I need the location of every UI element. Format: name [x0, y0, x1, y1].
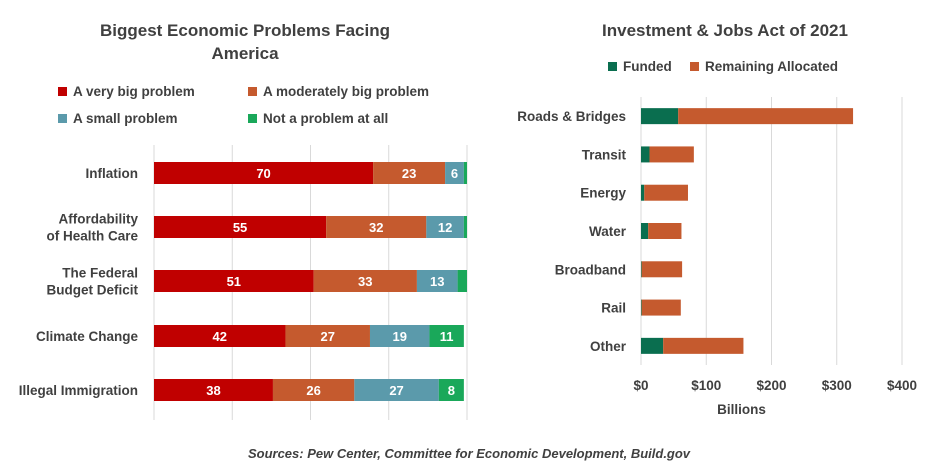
right-bar-segment [641, 146, 650, 163]
legend-label-remaining: Remaining Allocated [705, 59, 839, 74]
right-x-tick-label: $0 [633, 378, 648, 393]
legend-item-remaining: Remaining Allocated [690, 59, 838, 74]
right-category-label: Roads & Bridges [517, 109, 626, 124]
left-bar-segment [426, 216, 464, 238]
left-bar-segment [463, 162, 467, 184]
right-category-label: Broadband [555, 262, 626, 277]
legend-label-moderately-big: A moderately big problem [263, 84, 430, 99]
left-bar-segment [445, 162, 464, 184]
left-category-label: The Federal Budget Deficit [46, 266, 138, 298]
left-bar-segment [354, 379, 439, 401]
legend-swatch-remaining [690, 62, 699, 71]
left-bar-segment [272, 379, 355, 401]
legend-item-moderately-big: A moderately big problem [248, 84, 429, 99]
left-data-label: 12 [438, 220, 452, 235]
left-bar-segment [154, 162, 374, 184]
right-category-label: Other [590, 339, 627, 354]
legend-swatch-funded [608, 62, 617, 71]
right-bar-segment [648, 223, 682, 239]
left-bar-segment [154, 216, 327, 238]
left-bar-segment [457, 270, 467, 292]
left-category-label: Climate Change [36, 329, 139, 344]
left-bar-segment [438, 379, 464, 401]
left-data-label: 6 [451, 166, 458, 181]
right-bar-segment [663, 337, 744, 354]
legend-item-funded: Funded [608, 59, 672, 74]
right-chart-plot: $0 $100 $200 $300 $400 Billions Roads & Bridge… [517, 97, 917, 417]
left-bar-segment [429, 325, 464, 347]
legend-swatch-very-big [58, 87, 67, 96]
legend-label-not-problem: Not a problem at all [263, 111, 389, 126]
left-bar-segment [416, 270, 458, 292]
left-category-label: Inflation [86, 166, 139, 181]
legend-item-not-problem: Not a problem at all [248, 111, 388, 126]
left-data-label: 70 [256, 166, 270, 181]
legend-swatch-small [58, 114, 67, 123]
left-bar-segment [313, 270, 417, 292]
right-category-label: Water [589, 224, 627, 239]
legend-item-very-big: A very big problem [58, 84, 195, 99]
right-bar-segment [641, 223, 649, 239]
left-chart-plot: Inflation 70 23 6 Affordability of Health Car… [19, 145, 468, 420]
right-bar-segment [641, 184, 645, 201]
left-data-label: 27 [320, 329, 334, 344]
right-bar-segment [644, 184, 688, 201]
left-data-label: 38 [206, 383, 220, 398]
left-bar-segment [285, 325, 370, 347]
left-data-label: 33 [358, 274, 372, 289]
right-bar-segment [678, 108, 854, 125]
right-bar-segment [641, 108, 679, 125]
right-chart-title: Investment & Jobs Act of 2021 [602, 21, 848, 40]
left-data-label: 23 [402, 166, 416, 181]
left-bar-segment [373, 162, 446, 184]
legend-swatch-moderately-big [248, 87, 257, 96]
right-bar-segment [641, 261, 642, 278]
right-category-label: Transit [582, 147, 627, 162]
right-x-axis-title: Billions [717, 402, 766, 417]
legend-label-very-big: A very big problem [73, 84, 195, 99]
legend-label-small: A small problem [73, 111, 178, 126]
left-data-label: 26 [306, 383, 320, 398]
right-bar-segment [641, 299, 642, 316]
legend-item-small: A small problem [58, 111, 178, 126]
left-bar-segment [463, 216, 467, 238]
right-bar-segment [649, 146, 694, 163]
left-bar-segment [326, 216, 427, 238]
right-bar-segment [641, 337, 664, 354]
right-x-tick-label: $100 [691, 378, 721, 393]
left-data-label: 11 [440, 329, 454, 344]
left-bar-segment [154, 325, 286, 347]
source-note: Sources: Pew Center, Committee for Econo… [247, 446, 691, 461]
left-bar-segment [154, 270, 314, 292]
left-bar-segment [154, 379, 273, 401]
right-category-label: Energy [580, 186, 626, 201]
legend-swatch-not-problem [248, 114, 257, 123]
left-data-label: 19 [392, 329, 406, 344]
right-x-tick-label: $200 [756, 378, 786, 393]
right-x-tick-label: $400 [887, 378, 917, 393]
right-bar-segment [641, 261, 683, 278]
left-data-label: 51 [227, 274, 241, 289]
right-bar-segment [641, 299, 681, 316]
left-chart-title: Biggest Economic Problems Facing America [60, 19, 430, 65]
left-data-label: 13 [430, 274, 444, 289]
left-data-label: 32 [369, 220, 383, 235]
left-data-label: 42 [212, 329, 226, 344]
left-category-label: Affordability of Health Care [46, 212, 138, 244]
left-data-label: 8 [448, 383, 455, 398]
right-category-label: Rail [601, 301, 626, 316]
left-data-label: 55 [233, 220, 247, 235]
left-data-label: 27 [389, 383, 403, 398]
left-chart-title-line-2: America [211, 44, 279, 63]
legend-label-funded: Funded [623, 59, 672, 74]
left-category-label: Illegal Immigration [19, 383, 138, 398]
left-bar-segment [369, 325, 430, 347]
right-x-tick-label: $300 [822, 378, 852, 393]
left-chart-title-line-1: Biggest Economic Problems Facing [99, 21, 390, 40]
